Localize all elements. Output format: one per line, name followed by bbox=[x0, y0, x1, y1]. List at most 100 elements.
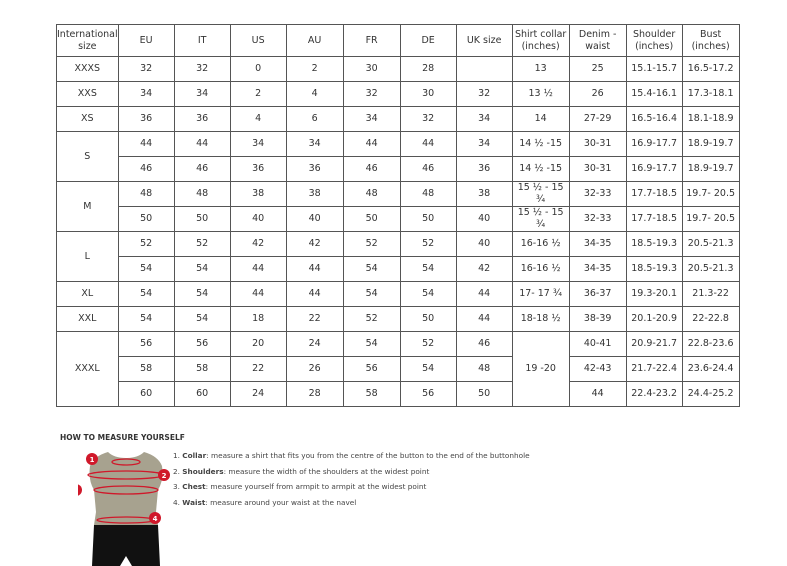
column-header: International size bbox=[56, 24, 119, 57]
table-cell: 16.9-17.7 bbox=[625, 156, 683, 182]
column-header: Denim - waist bbox=[568, 24, 627, 57]
table-cell: 18.5-19.3 bbox=[625, 231, 683, 257]
collar-cell: 14 ½ -15 bbox=[511, 156, 570, 182]
table-cell: 40 bbox=[285, 206, 344, 232]
table-cell: 46 bbox=[455, 331, 513, 357]
table-cell: 27-29 bbox=[568, 106, 627, 132]
table-cell: 36 bbox=[173, 106, 231, 132]
table-cell: 44 bbox=[455, 281, 513, 307]
table-cell: 19.7- 20.5 bbox=[681, 206, 740, 232]
table-cell: 56 bbox=[173, 331, 231, 357]
table-cell: 52 bbox=[173, 231, 231, 257]
table-row: 46 46 36 36 46 46 36 14 ½ -15 30-31 16.9-17.7 18.9… bbox=[57, 156, 740, 182]
collar-cell: 14 ½ -15 bbox=[511, 131, 570, 157]
table-cell: 30-31 bbox=[568, 131, 627, 157]
column-header: EU bbox=[117, 24, 175, 57]
table-cell: 42 bbox=[285, 231, 344, 257]
marker-3: 3 bbox=[78, 487, 79, 495]
table-cell: 20.5-21.3 bbox=[681, 256, 740, 282]
table-cell: 48 bbox=[399, 181, 457, 207]
step-shoulders: 2. Shoulders: measure the width of the s… bbox=[173, 466, 430, 476]
table-cell: 48 bbox=[342, 181, 401, 207]
table-cell: 21.3-22 bbox=[681, 281, 740, 307]
table-row: L 52 52 42 42 52 52 40 16-16 ½ 34-35 18.5-19.3 20.5… bbox=[56, 231, 740, 282]
table-cell: 18 bbox=[229, 306, 287, 332]
table-cell: 54 bbox=[342, 331, 401, 357]
table-cell: 44 bbox=[285, 281, 344, 307]
table-cell: 40 bbox=[455, 206, 513, 232]
table-cell: 23.6-24.4 bbox=[681, 356, 740, 382]
table-row: XXL 54 54 18 22 52 50 44 18-18 ½ 38-39 20.1-20.9 22… bbox=[56, 306, 740, 332]
size-cell: M bbox=[56, 181, 119, 232]
table-cell: 60 bbox=[173, 381, 231, 407]
table-cell: 17.7-18.5 bbox=[625, 206, 683, 232]
table-cell: 44 bbox=[342, 131, 401, 157]
table-cell: 2 bbox=[229, 81, 287, 107]
table-cell: 20.5-21.3 bbox=[681, 231, 740, 257]
table-cell: 46 bbox=[117, 156, 175, 182]
table-cell: 32 bbox=[342, 81, 401, 107]
how-to-measure-title: HOW TO MEASURE YOURSELF bbox=[60, 433, 185, 442]
collar-cell: 18-18 ½ bbox=[511, 306, 570, 332]
collar-cell: 16-16 ½ bbox=[511, 231, 570, 257]
table-cell: 44 bbox=[229, 256, 287, 282]
table-cell: 18.9-19.7 bbox=[681, 156, 740, 182]
table-cell: 38 bbox=[229, 181, 287, 207]
table-cell: 54 bbox=[173, 306, 231, 332]
table-cell: 32-33 bbox=[568, 181, 627, 207]
table-cell: 2 bbox=[285, 56, 344, 82]
table-cell: 58 bbox=[173, 356, 231, 382]
table-row: 50 50 40 40 50 50 40 15 ½ - 15 ¾ 32-33 17.7-18.5 1… bbox=[57, 206, 740, 232]
table-cell: 54 bbox=[399, 356, 457, 382]
collar-cell: 19 -20 bbox=[511, 331, 570, 407]
table-cell: 22-22.8 bbox=[681, 306, 740, 332]
table-cell: 30-31 bbox=[568, 156, 627, 182]
table-cell: 38 bbox=[285, 181, 344, 207]
table-cell: 34 bbox=[455, 106, 513, 132]
table-cell: 54 bbox=[117, 306, 175, 332]
table-cell: 26 bbox=[568, 81, 627, 107]
table-cell: 50 bbox=[173, 206, 231, 232]
table-cell: 50 bbox=[399, 306, 457, 332]
table-cell: 16.5-17.2 bbox=[681, 56, 740, 82]
table-cell: 52 bbox=[117, 231, 175, 257]
table-cell: 40 bbox=[455, 231, 513, 257]
table-row: 58 58 22 26 56 54 48 42-43 21.7-22.4 23.6-24.4 bbox=[57, 356, 740, 382]
size-cell: XXXL bbox=[56, 331, 119, 407]
column-header: Shirt collar (inches) bbox=[511, 24, 570, 57]
table-cell: 25 bbox=[568, 56, 627, 82]
table-cell: 22 bbox=[285, 306, 344, 332]
table-cell: 24 bbox=[229, 381, 287, 407]
size-cell: XL bbox=[56, 281, 119, 307]
table-cell: 54 bbox=[342, 281, 401, 307]
size-cell: XXS bbox=[56, 81, 119, 107]
table-cell: 56 bbox=[399, 381, 457, 407]
table-cell: 42 bbox=[455, 256, 513, 282]
table-cell: 20.1-20.9 bbox=[625, 306, 683, 332]
step-waist: 4. Waist: measure around your waist at t… bbox=[173, 497, 357, 507]
table-cell: 0 bbox=[229, 56, 287, 82]
table-cell: 36 bbox=[285, 156, 344, 182]
table-cell: 20 bbox=[229, 331, 287, 357]
table-cell: 17.7-18.5 bbox=[625, 181, 683, 207]
table-cell: 54 bbox=[117, 256, 175, 282]
table-cell: 22.4-23.2 bbox=[625, 381, 683, 407]
table-cell: 32 bbox=[455, 81, 513, 107]
table-row: XXXL 56 56 20 24 54 52 46 19 -20 40-41 20.9-21.7 22… bbox=[56, 331, 740, 407]
table-row: 60 60 24 28 58 56 50 44 22.4-23.2 24.4-25.2 bbox=[57, 381, 740, 407]
table-cell: 48 bbox=[173, 181, 231, 207]
step-collar: 1. Collar: measure a shirt that fits you… bbox=[173, 451, 530, 460]
step-chest: 3. Chest: measure yourself from armpit t… bbox=[173, 482, 427, 491]
table-cell: 4 bbox=[229, 106, 287, 132]
table-cell: 34 bbox=[117, 81, 175, 107]
table-cell bbox=[455, 56, 513, 82]
table-cell: 40 bbox=[229, 206, 287, 232]
table-cell: 48 bbox=[455, 356, 513, 382]
table-row: XXS 34 34 2 4 32 30 32 13 ½ 26 15.4-16.1 17.3-18.1 bbox=[56, 81, 740, 107]
shorts-icon bbox=[92, 525, 160, 566]
table-cell: 38-39 bbox=[568, 306, 627, 332]
collar-cell: 16-16 ½ bbox=[511, 256, 570, 282]
table-cell: 15.4-16.1 bbox=[625, 81, 683, 107]
collar-cell: 15 ½ - 15 ¾ bbox=[511, 206, 570, 232]
table-cell: 18.5-19.3 bbox=[625, 256, 683, 282]
